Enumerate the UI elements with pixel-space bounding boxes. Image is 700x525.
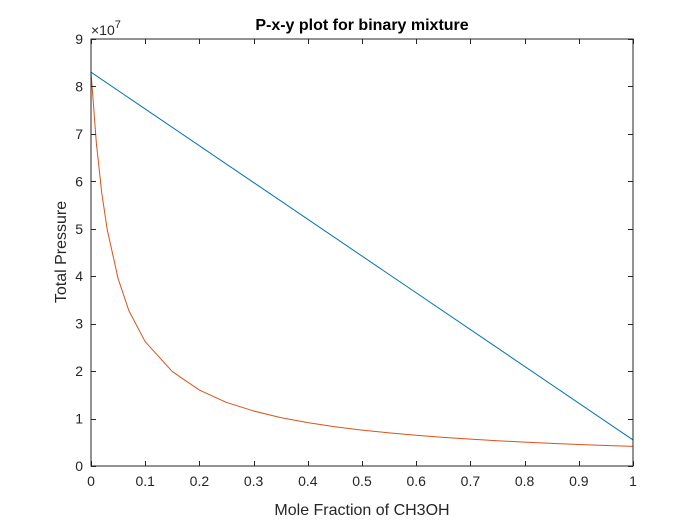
y-tick-label: 3: [75, 316, 83, 332]
chart-title: P-x-y plot for binary mixture: [255, 17, 468, 34]
series-line-1: [90, 71, 634, 441]
y-tick-label: 0: [75, 458, 83, 474]
x-tick-label: 0.2: [190, 473, 210, 489]
y-axis-ticks: 0 1 2 3 4 5 6 7 8 9: [75, 31, 633, 474]
x-tick-label: 0.7: [461, 473, 481, 489]
x-tick-label: 0.1: [135, 473, 155, 489]
y-tick-label: 5: [75, 221, 83, 237]
x-tick-label: 0.3: [244, 473, 264, 489]
y-axis-label: Total Pressure: [53, 201, 70, 303]
y-exponent-power: 7: [115, 19, 121, 31]
y-tick-label: 2: [75, 363, 83, 379]
y-tick-label: 4: [75, 268, 83, 284]
x-tick-label: 0.5: [352, 473, 372, 489]
y-exponent-base: ×10: [91, 22, 115, 38]
series-layer: [90, 71, 634, 447]
x-axis-ticks: 0 0.1 0.2 0.3 0.4 0.5 0.6 0.7 0.8 0.9 1: [87, 39, 637, 489]
y-tick-label: 9: [75, 31, 83, 47]
y-tick-label: 6: [75, 173, 83, 189]
y-exponent-label: ×107: [91, 19, 121, 38]
x-tick-label: 0.4: [298, 473, 318, 489]
plot-area: [91, 39, 633, 466]
x-axis-label: Mole Fraction of CH3OH: [274, 502, 449, 519]
y-tick-label: 7: [75, 126, 83, 142]
x-tick-label: 0.9: [569, 473, 589, 489]
y-tick-label: 8: [75, 78, 83, 94]
x-tick-label: 0.8: [515, 473, 535, 489]
x-tick-label: 1: [629, 473, 637, 489]
x-tick-label: 0: [87, 473, 95, 489]
x-tick-label: 0.6: [406, 473, 426, 489]
series-line-2: [90, 72, 634, 447]
y-tick-label: 1: [75, 411, 83, 427]
